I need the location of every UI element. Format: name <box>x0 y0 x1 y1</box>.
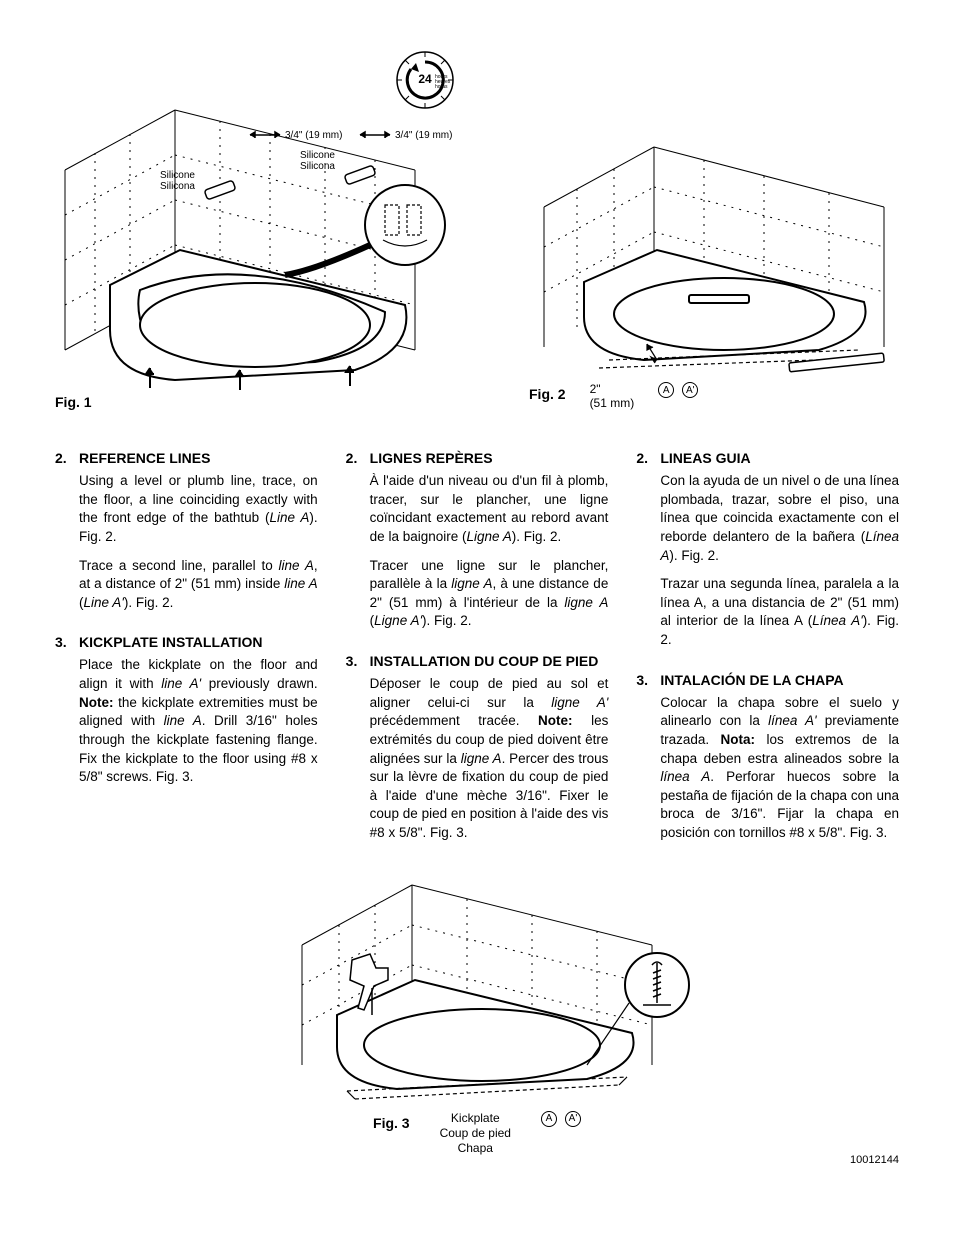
figure-1-caption: Fig. 1 <box>55 394 475 410</box>
fig2-dim: 2" <box>590 382 635 396</box>
en-s2-num: 2. <box>55 450 73 466</box>
en-s3-p1: Place the kickplate on the floor and ali… <box>79 656 318 786</box>
fig1-clock-24: 24 <box>418 72 432 86</box>
es-section-3: 3. INTALACIÓN DE LA CHAPA Colocar la cha… <box>636 672 899 843</box>
fr-s2-p2: Tracer une ligne sur le plancher, parall… <box>370 557 609 632</box>
figure-1: 3/4" (19 mm) 3/4" (19 mm) Silicone Silic… <box>55 50 475 410</box>
doc-number: 10012144 <box>850 1154 899 1166</box>
es-s3-title: INTALACIÓN DE LA CHAPA <box>660 672 843 688</box>
page: 3/4" (19 mm) 3/4" (19 mm) Silicone Silic… <box>0 0 954 1186</box>
fig1-silicone-l1: Silicone <box>160 170 195 181</box>
es-s2-p1: Con la ayuda de un nivel o de una línea … <box>660 472 899 565</box>
es-s2-title: LINEAS GUIA <box>660 450 750 466</box>
fig2-badge-ap: A' <box>682 382 698 398</box>
fig1-dim-right: 3/4" (19 mm) <box>395 130 452 141</box>
en-s2-p2: Trace a second line, parallel to line A,… <box>79 557 318 613</box>
es-s2-num: 2. <box>636 450 654 466</box>
fig1-silicone-r1: Silicone <box>300 150 335 161</box>
figure-3: Fig. 3 Kickplate Coup de pied Chapa A A' <box>55 865 899 1156</box>
fr-section-3: 3. INSTALLATION DU COUP DE PIED Déposer … <box>346 653 609 843</box>
fr-s3-title: INSTALLATION DU COUP DE PIED <box>370 653 599 669</box>
fr-section-2: 2. LIGNES REPÈRES À l'aide d'un niveau o… <box>346 450 609 631</box>
fig1-silicone-r2: Silicona <box>300 161 335 172</box>
fig3-kick-es: Chapa <box>440 1141 511 1156</box>
fig1-dim-left: 3/4" (19 mm) <box>285 130 342 141</box>
es-s3-p1: Colocar la chapa sobre el suelo y alinea… <box>660 694 899 843</box>
figure-2-svg <box>529 122 899 382</box>
en-s3-title: KICKPLATE INSTALLATION <box>79 634 263 650</box>
fr-s2-num: 2. <box>346 450 364 466</box>
en-s2-title: REFERENCE LINES <box>79 450 210 466</box>
fig3-kick-en: Kickplate <box>440 1111 511 1126</box>
es-s3-num: 3. <box>636 672 654 688</box>
es-s2-p2: Trazar una segunda línea, paralela a la … <box>660 575 899 650</box>
text-columns: 2. REFERENCE LINES Using a level or plum… <box>55 450 899 865</box>
figure-3-svg <box>257 865 697 1115</box>
figure-2-caption: Fig. 2 <box>529 386 566 402</box>
figure-3-caption: Fig. 3 <box>373 1115 410 1131</box>
fig1-silicone-l2: Silicona <box>160 181 195 192</box>
figure-2: Fig. 2 2" (51 mm) A A' <box>529 122 899 410</box>
fig3-badge-ap: A' <box>565 1111 581 1127</box>
figure-1-svg: 3/4" (19 mm) 3/4" (19 mm) Silicone Silic… <box>55 50 475 390</box>
fig2-dim-mm: (51 mm) <box>590 396 635 410</box>
fig1-clock-horas: horas <box>435 84 448 90</box>
fr-s3-num: 3. <box>346 653 364 669</box>
en-section-3: 3. KICKPLATE INSTALLATION Place the kick… <box>55 634 318 786</box>
fr-s2-p1: À l'aide d'un niveau ou d'un fil à plomb… <box>370 472 609 547</box>
en-section-2: 2. REFERENCE LINES Using a level or plum… <box>55 450 318 612</box>
col-en: 2. REFERENCE LINES Using a level or plum… <box>55 450 318 865</box>
fig2-badge-a: A <box>658 382 674 398</box>
en-s3-num: 3. <box>55 634 73 650</box>
fr-s3-p1: Déposer le coup de pied au sol et aligne… <box>370 675 609 843</box>
col-fr: 2. LIGNES REPÈRES À l'aide d'un niveau o… <box>346 450 609 865</box>
fr-s2-title: LIGNES REPÈRES <box>370 450 493 466</box>
figure-3-labels: Kickplate Coup de pied Chapa <box>440 1111 511 1156</box>
fig3-kick-fr: Coup de pied <box>440 1126 511 1141</box>
figures-row: 3/4" (19 mm) 3/4" (19 mm) Silicone Silic… <box>55 50 899 410</box>
es-section-2: 2. LINEAS GUIA Con la ayuda de un nivel … <box>636 450 899 650</box>
fig3-badge-a: A <box>541 1111 557 1127</box>
en-s2-p1: Using a level or plumb line, trace, on t… <box>79 472 318 547</box>
col-es: 2. LINEAS GUIA Con la ayuda de un nivel … <box>636 450 899 865</box>
